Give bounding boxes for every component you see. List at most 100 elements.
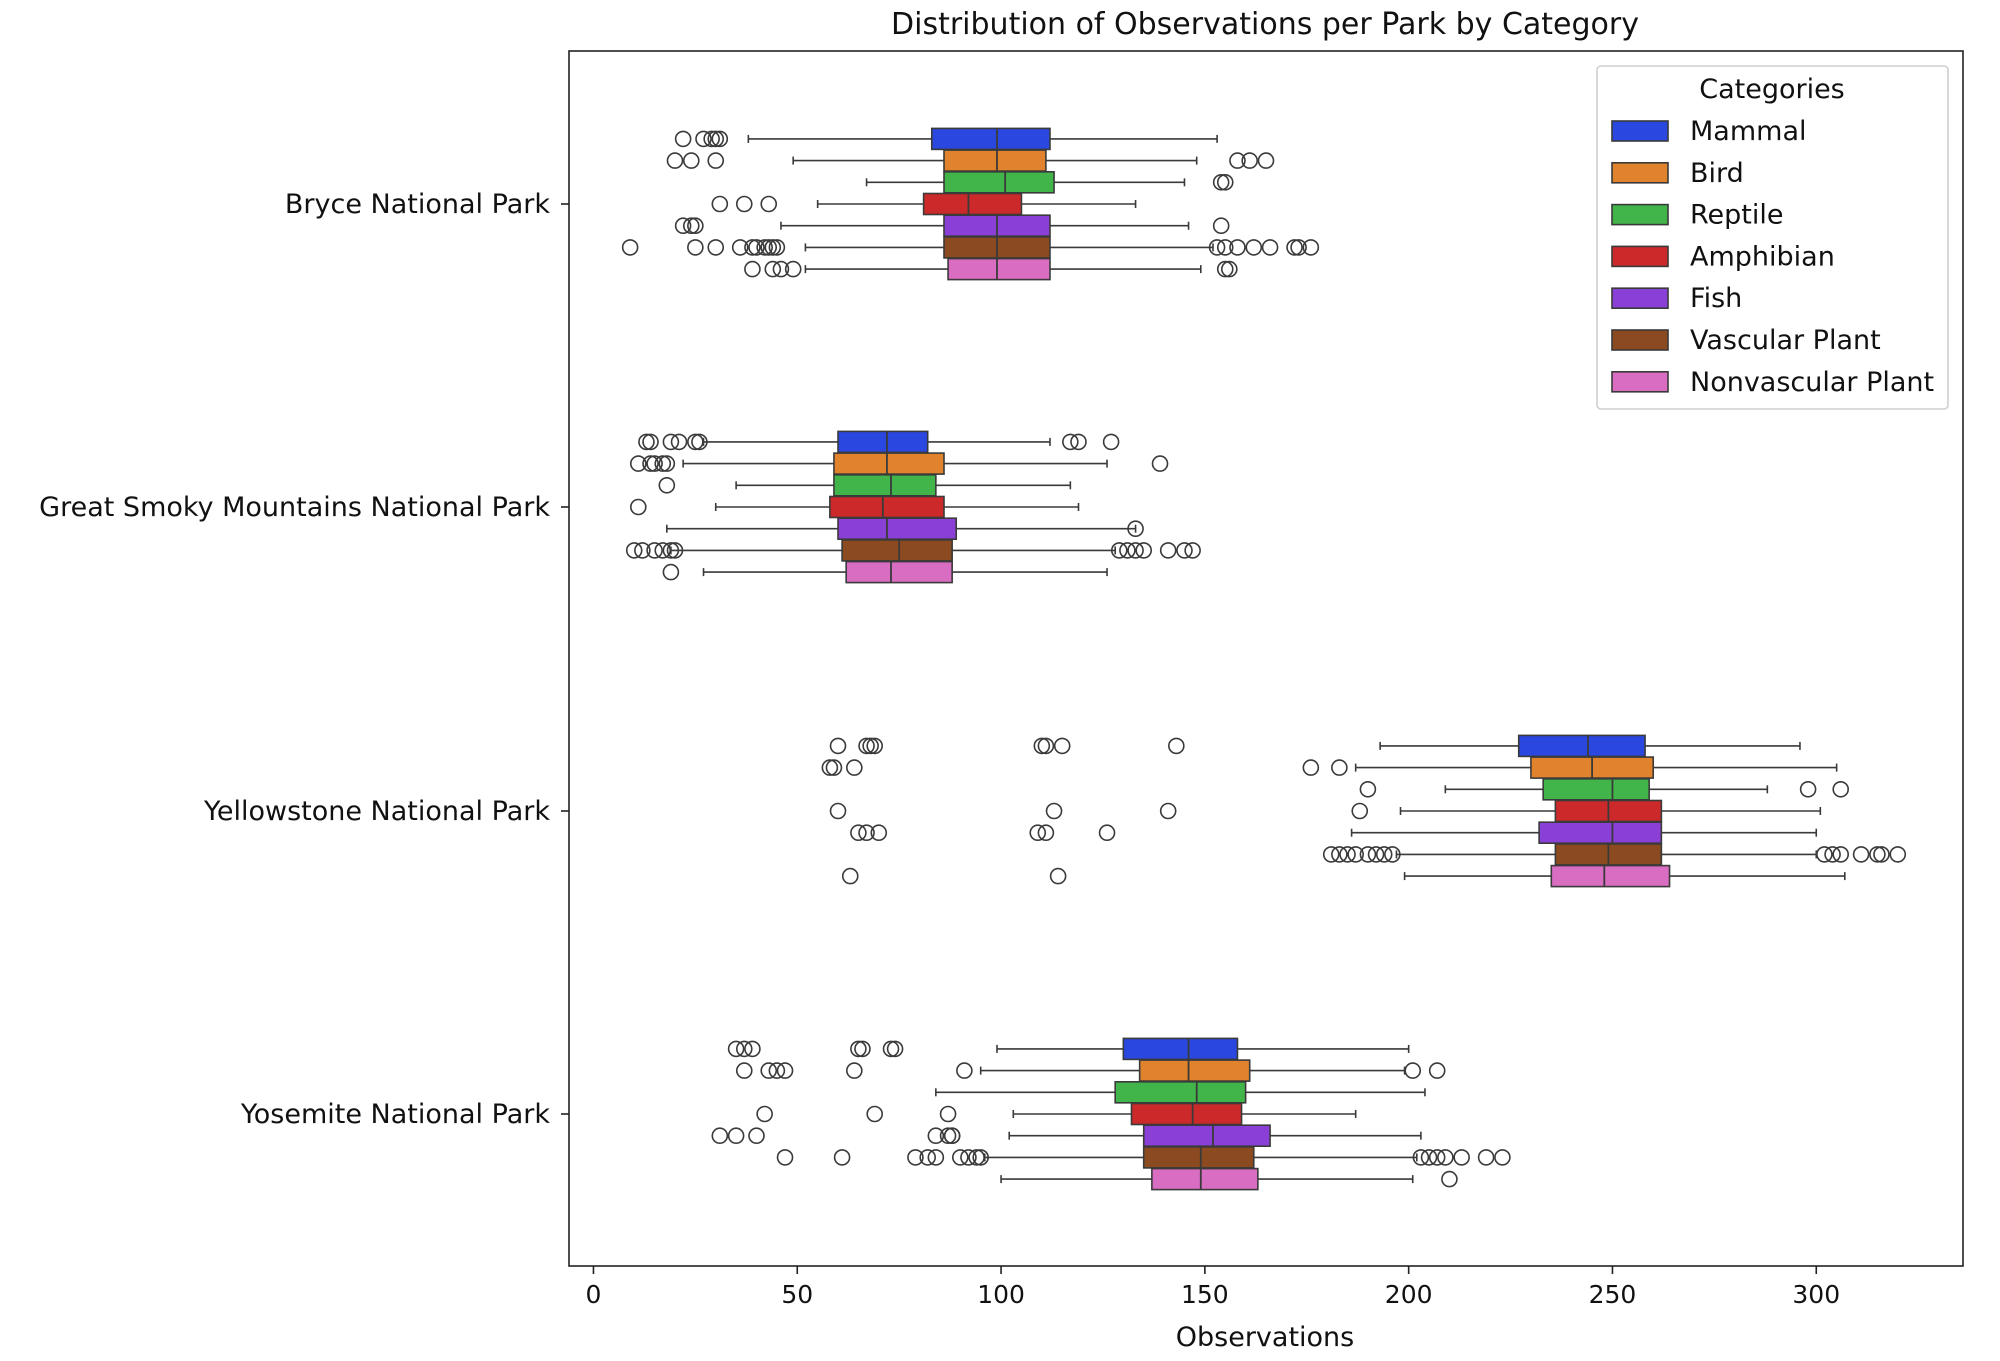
outlier-point	[1184, 542, 1201, 559]
outlier-point	[629, 455, 647, 472]
box	[1538, 821, 1663, 845]
outlier-point	[1412, 1149, 1430, 1166]
outlier-point	[731, 239, 749, 256]
outlier-point	[711, 195, 729, 213]
outlier-point	[1053, 737, 1071, 755]
outlier-point	[760, 195, 778, 213]
outlier-point	[870, 824, 888, 842]
outlier-point	[744, 1040, 761, 1058]
box	[1142, 1124, 1271, 1147]
outlier-point	[776, 1149, 794, 1166]
outlier-point	[1437, 1149, 1454, 1166]
outlier-point	[1367, 846, 1385, 863]
outlier-point	[629, 498, 647, 516]
outlier-point	[707, 239, 725, 256]
outlier-point	[1428, 1062, 1446, 1079]
outlier-point	[1331, 759, 1348, 776]
outlier-point	[1029, 824, 1047, 842]
box	[845, 560, 953, 584]
box	[943, 171, 1055, 194]
outlier-point	[1212, 217, 1230, 234]
series-amphibian	[629, 192, 1822, 1126]
legend-item: Amphibian	[1611, 241, 1835, 272]
box	[943, 149, 1047, 172]
legend-label: Amphibian	[1690, 241, 1835, 272]
outlier-point	[654, 542, 672, 559]
series-bird	[629, 149, 1838, 1082]
outlier-point	[1420, 1149, 1438, 1166]
legend-label: Fish	[1690, 283, 1742, 314]
x-axis: 0 50 100 150 200 250 300	[586, 1266, 1840, 1309]
outlier-point	[1168, 737, 1185, 755]
outlier-point	[662, 433, 680, 451]
outlier-point	[744, 239, 761, 256]
outlier-point	[1351, 802, 1369, 820]
outlier-point	[768, 1062, 786, 1079]
outlier-point	[682, 152, 700, 169]
x-tick-label: 50	[781, 1280, 813, 1309]
outlier-point	[1286, 239, 1303, 256]
series-reptile	[658, 171, 1850, 1104]
outlier-point	[703, 130, 720, 148]
outlier-point	[1359, 780, 1377, 798]
chart-title: Distribution of Observations per Park by…	[891, 7, 1639, 42]
outlier-point	[858, 737, 875, 755]
y-tick-label: Great Smoky Mountains National Park	[39, 492, 550, 523]
outlier-point	[886, 1040, 904, 1058]
outlier-point	[776, 1062, 794, 1079]
outlier-point	[846, 759, 863, 776]
legend-item: Nonvascular Plant	[1611, 367, 1934, 398]
box	[829, 495, 945, 519]
outlier-point	[866, 737, 884, 755]
outlier-point	[825, 759, 843, 776]
outlier-point	[1375, 846, 1393, 863]
box-series-group	[621, 127, 1907, 1191]
legend-swatch	[1611, 245, 1669, 268]
outlier-point	[882, 1040, 900, 1058]
outlier-point	[654, 455, 672, 472]
outlier-point	[682, 217, 700, 234]
outlier-point	[850, 824, 867, 842]
box	[1542, 777, 1650, 801]
x-tick-label: 250	[1589, 1280, 1637, 1309]
outlier-point	[1221, 260, 1238, 278]
box	[837, 430, 929, 454]
outlier-point	[956, 1062, 973, 1079]
outlier-point	[670, 433, 688, 451]
outlier-point	[1062, 433, 1079, 451]
outlier-point	[621, 239, 639, 256]
outlier-point	[1033, 737, 1051, 755]
outlier-point	[1441, 1170, 1458, 1188]
legend-item: Fish	[1611, 283, 1742, 314]
outlier-point	[854, 1040, 871, 1058]
outlier-point	[707, 152, 725, 169]
outlier-point	[674, 217, 692, 234]
box	[1550, 864, 1671, 888]
outlier-point	[662, 542, 680, 559]
x-tick-label: 200	[1385, 1280, 1433, 1309]
outlier-point	[695, 130, 712, 148]
y-tick-label: Yosemite National Park	[240, 1099, 550, 1130]
outlier-point	[638, 433, 655, 451]
outlier-point	[748, 239, 765, 256]
x-tick-label: 0	[586, 1280, 602, 1309]
legend-swatch	[1611, 120, 1669, 142]
outlier-point	[907, 1149, 924, 1166]
outlier-point	[841, 867, 859, 885]
legend-frame	[1596, 65, 1949, 410]
x-tick-label: 100	[977, 1280, 1025, 1309]
outlier-point	[764, 239, 782, 256]
outlier-point	[1359, 846, 1377, 863]
outlier-point	[768, 239, 786, 256]
outlier-point	[666, 542, 684, 559]
series-fish	[666, 214, 1818, 1147]
outlier-point	[943, 1127, 961, 1144]
outlier-point	[927, 1149, 945, 1166]
legend-label: Bird	[1690, 158, 1744, 189]
outlier-point	[1070, 433, 1087, 451]
box	[1138, 1059, 1251, 1082]
outlier-point	[662, 563, 680, 581]
legend-swatch	[1611, 162, 1669, 184]
outlier-point	[642, 455, 659, 472]
